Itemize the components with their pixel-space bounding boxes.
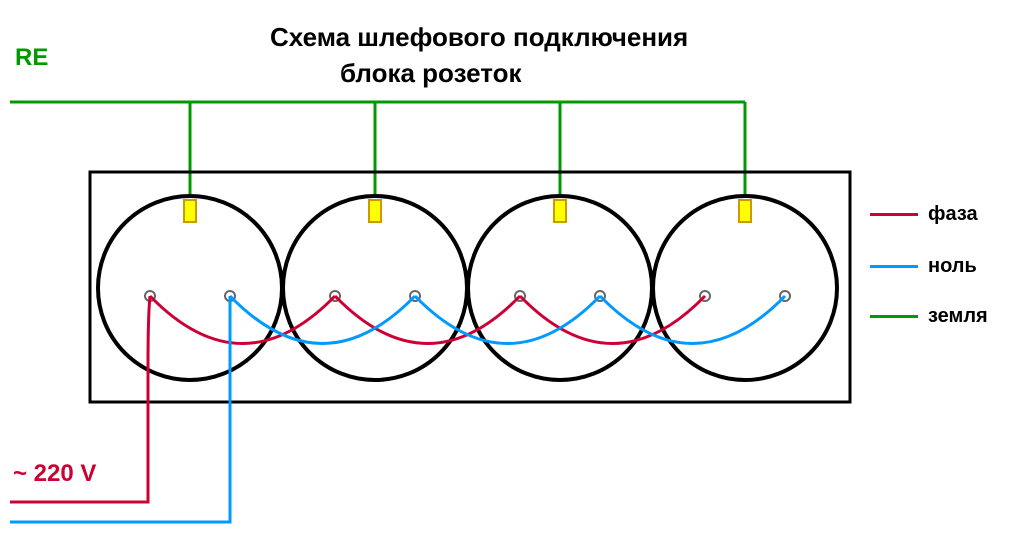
wiring-diagram <box>0 0 1017 557</box>
